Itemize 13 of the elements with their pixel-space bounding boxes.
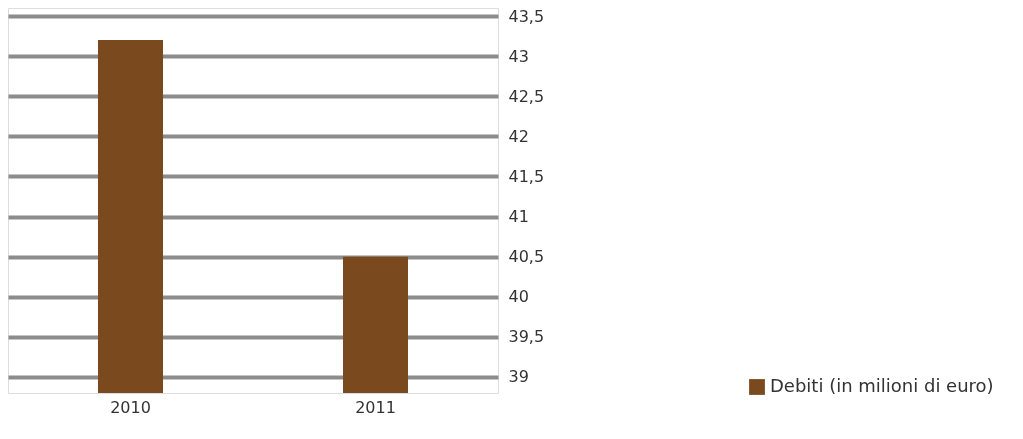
y-tick-label: 40	[508, 287, 529, 307]
y-tick-label: 43	[508, 46, 529, 66]
y-tick-label: 41,5	[508, 166, 545, 186]
y-tick-label: 39	[508, 367, 529, 387]
y-tick-label: 43,5	[508, 6, 545, 26]
x-tick-label: 2010	[110, 397, 151, 417]
y-tick-label: 42,5	[508, 86, 545, 106]
legend-label: Debiti (in milioni di euro)	[770, 375, 994, 396]
y-tick-label: 42	[508, 126, 529, 146]
y-tick-label: 41	[508, 207, 529, 227]
x-tick-label: 2011	[355, 397, 396, 417]
y-tick-label: 39,5	[508, 327, 545, 347]
y-tick-label: 40,5	[508, 247, 545, 267]
